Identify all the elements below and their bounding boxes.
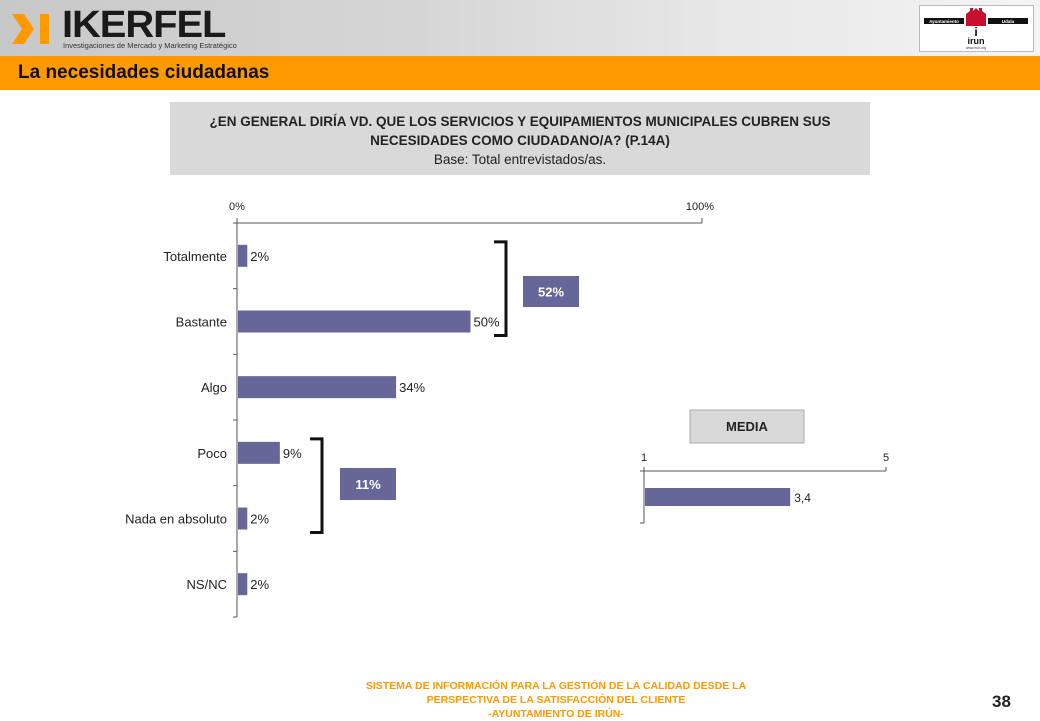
question-text: ¿EN GENERAL DIRÍA VD. QUE LOS SERVICIOS …	[209, 114, 831, 148]
irun-city-logo: Ayuntamiento Udala i irun www.irun.org	[919, 5, 1034, 52]
media-value-label: 3,4	[794, 491, 811, 505]
bar	[238, 376, 397, 399]
bar	[238, 244, 248, 267]
city-logo-url: www.irun.org	[966, 46, 986, 50]
bar	[238, 573, 248, 596]
bar-value-label: 50%	[474, 315, 500, 330]
category-label: Algo	[201, 380, 227, 395]
page-title: La necesidades ciudadanas	[18, 62, 270, 83]
category-label: Poco	[197, 446, 227, 461]
title-bar: La necesidades ciudadanas	[0, 56, 1040, 90]
x-tick-label: 0%	[229, 201, 245, 213]
category-label: Totalmente	[163, 249, 227, 264]
bar	[238, 310, 471, 333]
media-bar	[645, 488, 791, 506]
logo-tagline: Investigaciones de Mercado y Marketing E…	[63, 41, 237, 50]
group-total-box	[523, 276, 579, 307]
footer-line: PERSPECTIVA DE LA SATISFACCIÓN DEL CLIEN…	[426, 694, 686, 706]
x-tick-label: 100%	[686, 201, 714, 213]
media-title: MEDIA	[726, 419, 769, 434]
bar	[238, 441, 280, 464]
header-bar: IKERFEL Investigaciones de Mercado y Mar…	[0, 0, 1040, 56]
footer-text: SISTEMA DE INFORMACIÓN PARA LA GESTIÓN D…	[300, 679, 812, 721]
category-label: Nada en absoluto	[125, 512, 227, 527]
group-total-box	[340, 468, 396, 500]
bar-value-label: 9%	[283, 446, 302, 461]
bar	[238, 507, 248, 530]
page-number: 38	[992, 692, 1011, 711]
group-bracket	[494, 240, 508, 337]
svg-text:i: i	[974, 25, 977, 39]
logo-name: IKERFEL	[62, 4, 226, 46]
media-x-tick-label: 1	[641, 452, 647, 464]
bar-value-label: 34%	[399, 380, 425, 395]
group-total-label: 11%	[355, 477, 381, 492]
bar-value-label: 2%	[250, 249, 269, 264]
group-bracket	[310, 437, 324, 534]
bar-value-label: 2%	[250, 512, 269, 527]
media-x-tick-label: 5	[883, 452, 889, 464]
category-label: NS/NC	[187, 577, 227, 592]
group-total-label: 52%	[538, 285, 564, 300]
city-logo-left-text: Ayuntamiento	[929, 19, 959, 24]
category-label: Bastante	[176, 315, 227, 330]
footer-line: SISTEMA DE INFORMACIÓN PARA LA GESTIÓN D…	[365, 680, 747, 692]
ikerfel-mark-icon	[12, 14, 49, 44]
question-box: ¿EN GENERAL DIRÍA VD. QUE LOS SERVICIOS …	[170, 102, 870, 175]
city-logo-name: irun	[968, 36, 985, 46]
city-logo-right-text: Udala	[1002, 19, 1015, 24]
bar-value-label: 2%	[250, 577, 269, 592]
question-base: Base: Total entrevistados/as.	[433, 152, 607, 167]
footer-line: -AYUNTAMIENTO DE IRÚN-	[488, 708, 624, 720]
media-title-box	[689, 409, 805, 444]
